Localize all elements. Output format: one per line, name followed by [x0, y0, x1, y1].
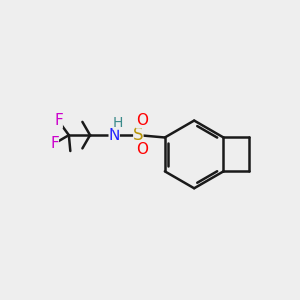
Text: F: F: [50, 136, 59, 151]
Text: H: H: [112, 116, 123, 130]
Text: F: F: [54, 113, 63, 128]
Text: O: O: [136, 113, 148, 128]
Text: S: S: [133, 126, 144, 144]
Text: N: N: [109, 128, 120, 142]
Text: O: O: [136, 142, 148, 157]
